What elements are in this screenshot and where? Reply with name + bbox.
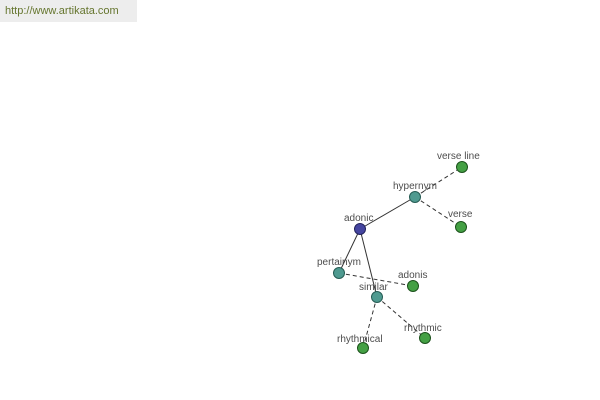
graph-node-label-pertainym: pertainym <box>317 257 361 268</box>
graph-node-similar[interactable] <box>371 291 383 303</box>
edge-hypernym-verse <box>414 196 462 228</box>
site-url-banner: http://www.artikata.com <box>0 0 137 22</box>
graph-node-label-similar: similar <box>359 282 389 293</box>
edge-adonic-hypernym <box>359 196 416 230</box>
site-url-text: http://www.artikata.com <box>5 5 119 17</box>
graph-node-label-verse_line: verse line <box>437 151 480 162</box>
graph-node-verse_line[interactable] <box>456 161 468 173</box>
graph-node-adonic[interactable] <box>354 223 366 235</box>
graph-node-rhythmical[interactable] <box>357 342 369 354</box>
graph-node-label-rhythmic: rhythmic <box>404 323 442 334</box>
edge-similar-rhythmic <box>376 296 426 339</box>
graph-node-adonis[interactable] <box>407 280 419 292</box>
graph-node-hypernym[interactable] <box>409 191 421 203</box>
graph-node-label-rhythmical: rhythmical <box>337 334 383 345</box>
graph-node-verse[interactable] <box>455 221 467 233</box>
graph-node-rhythmic[interactable] <box>419 332 431 344</box>
edge-adonic-similar <box>359 228 378 298</box>
edge-similar-rhythmical <box>362 296 378 349</box>
graph-node-label-adonis: adonis <box>398 270 427 281</box>
graph-node-label-hypernym: hypernym <box>393 181 437 192</box>
graph-node-label-adonic: adonic <box>344 213 373 224</box>
graph-node-pertainym[interactable] <box>333 267 345 279</box>
edge-adonic-pertainym <box>338 228 361 274</box>
edge-hypernym-verse_line <box>414 166 463 198</box>
edge-pertainym-adonis <box>338 272 414 287</box>
graph-node-label-verse: verse <box>448 209 473 220</box>
